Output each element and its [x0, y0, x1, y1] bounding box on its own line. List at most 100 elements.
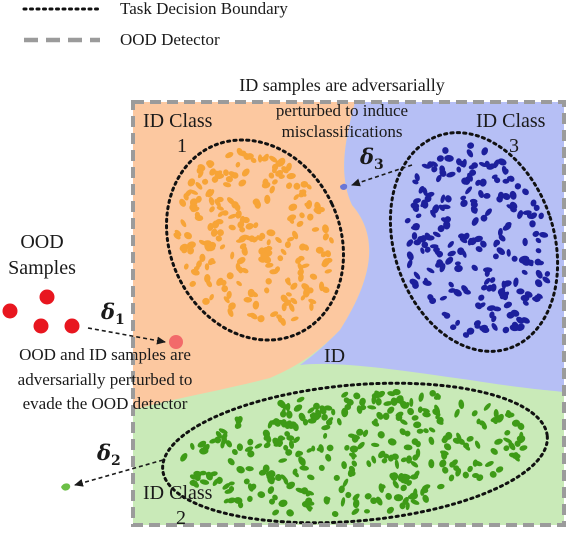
sample-point — [444, 195, 452, 203]
sample-point — [336, 418, 342, 426]
sample-point — [321, 425, 331, 431]
sample-point — [446, 171, 456, 178]
sample-point — [288, 203, 298, 211]
sample-point — [300, 263, 310, 269]
sample-point — [243, 478, 250, 485]
sample-point — [293, 182, 301, 190]
sample-point — [187, 246, 195, 255]
sample-point — [214, 199, 221, 208]
sample-point — [323, 496, 330, 505]
sample-point — [266, 239, 271, 246]
sample-point — [462, 158, 467, 168]
sample-point — [475, 179, 481, 186]
ood-sample-point — [39, 289, 55, 305]
sample-point — [437, 483, 445, 490]
sample-point — [392, 388, 401, 396]
sample-point — [427, 294, 434, 301]
sample-point — [272, 179, 278, 185]
sample-point — [436, 418, 444, 425]
sample-point — [353, 392, 361, 400]
sample-point — [532, 230, 540, 237]
sample-point — [304, 202, 311, 208]
sample-point — [410, 461, 419, 468]
sample-point — [215, 235, 222, 242]
sample-point — [179, 243, 189, 252]
sample-point — [378, 483, 384, 493]
top-annotation-line-2: perturbed to induce — [275, 101, 409, 120]
sample-point — [510, 309, 520, 317]
sample-point — [316, 446, 324, 452]
sample-point — [444, 216, 451, 223]
top-annotation-line-3: misclassifications — [281, 122, 403, 141]
sample-point — [404, 217, 411, 224]
sample-point — [268, 470, 276, 478]
sample-point — [328, 237, 334, 244]
sample-point — [223, 296, 230, 304]
ood-sample-point — [64, 318, 80, 334]
sample-point — [277, 317, 285, 324]
sample-point — [420, 247, 425, 254]
sample-point — [236, 443, 244, 451]
sample-point — [209, 259, 216, 265]
sample-point — [345, 491, 352, 499]
sample-point — [352, 493, 360, 501]
sample-point — [241, 247, 248, 256]
sample-point — [466, 436, 474, 442]
sample-point — [437, 225, 445, 233]
sample-point — [418, 392, 424, 402]
sample-point — [529, 220, 536, 228]
sample-point — [242, 216, 250, 224]
sample-point — [420, 235, 427, 242]
sample-point — [370, 497, 378, 505]
sample-point — [189, 474, 197, 480]
id-class-2-label: ID Class — [143, 482, 213, 504]
sample-point — [402, 474, 410, 485]
sample-point — [351, 508, 360, 515]
sample-point — [267, 486, 275, 494]
sample-point — [415, 213, 422, 219]
sample-point — [326, 444, 334, 452]
sample-point — [252, 300, 260, 310]
sample-point — [264, 287, 270, 294]
sample-point — [391, 453, 399, 460]
sample-point — [406, 251, 414, 261]
sample-point — [538, 212, 544, 220]
sample-point — [293, 436, 300, 444]
sample-point — [236, 257, 246, 265]
sample-point — [512, 324, 520, 332]
sample-point — [286, 509, 294, 517]
sample-point — [424, 232, 431, 240]
delta-3-arrow — [351, 164, 413, 187]
sample-point — [455, 319, 461, 326]
sample-point — [413, 198, 421, 204]
sample-point — [486, 305, 496, 311]
sample-point — [273, 418, 281, 427]
sample-point — [216, 277, 224, 286]
sample-point — [265, 278, 272, 285]
sample-point — [448, 474, 455, 482]
sample-point — [428, 427, 436, 433]
sample-point — [428, 459, 435, 469]
sample-point — [468, 164, 476, 170]
sample-point — [449, 461, 456, 468]
sample-point — [250, 157, 257, 164]
sample-point — [228, 302, 236, 310]
sample-point — [254, 443, 263, 449]
sample-point — [324, 269, 332, 274]
sample-point — [209, 206, 215, 213]
sample-point — [433, 394, 441, 400]
sample-point — [307, 474, 315, 481]
sample-point — [450, 324, 457, 331]
id-class-2-points — [180, 388, 528, 518]
sample-point — [448, 288, 456, 293]
top-annotation-line-1: ID samples are adversarially — [239, 75, 445, 95]
sample-point — [297, 262, 304, 272]
sample-point — [407, 407, 415, 416]
sample-point — [489, 277, 496, 283]
delta-3-subscript: 3 — [374, 157, 384, 174]
sample-point — [265, 262, 274, 268]
sample-point — [491, 174, 498, 179]
sample-point — [532, 296, 541, 302]
sample-point — [278, 436, 286, 441]
